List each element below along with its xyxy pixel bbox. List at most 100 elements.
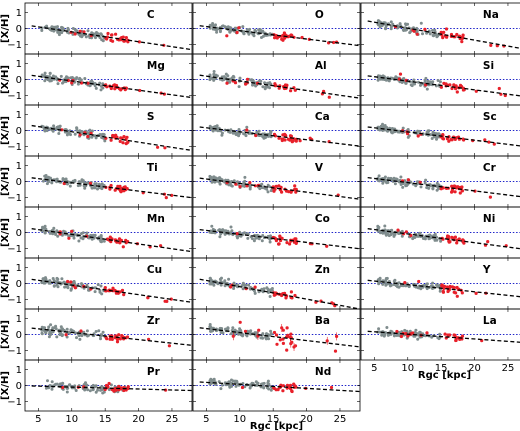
cluster-point [238, 185, 242, 189]
field-star-point [60, 25, 63, 29]
element-label: Zr [147, 315, 161, 327]
cluster-point [289, 332, 293, 336]
field-star-point [93, 34, 97, 38]
field-star-point [212, 70, 216, 73]
y-tick-label: 0 [16, 381, 22, 392]
field-star-point [65, 327, 69, 331]
field-star-point [229, 231, 233, 235]
field-star-point [55, 283, 59, 287]
panel-c: −1 0 1 [X/H] C [0, 2, 193, 55]
gradient-fit-line [199, 25, 360, 47]
field-star-point [232, 75, 236, 79]
cluster-point [272, 293, 276, 297]
field-star-point [212, 125, 216, 129]
field-star-point [58, 383, 62, 387]
panel-nd: 5 10 15 20 25 Nd [192, 359, 361, 425]
field-star-point [46, 379, 49, 383]
y-tick-label: −1 [7, 193, 22, 204]
cluster-point [62, 181, 66, 186]
field-star-point [73, 178, 77, 182]
gradient-fit-line [367, 75, 520, 97]
cluster-point [442, 286, 446, 290]
field-star-point [43, 231, 47, 235]
cluster-point [125, 335, 130, 339]
x-axis-title: Rgc [kpc] [418, 370, 471, 381]
gradient-fit-line [199, 327, 360, 348]
field-star-point [55, 177, 59, 181]
cluster-point [289, 89, 293, 93]
cluster-point [233, 81, 238, 85]
field-star-point [390, 130, 393, 134]
plot-area-cu [25, 276, 192, 303]
field-star-point [226, 74, 230, 78]
field-star-point [243, 175, 247, 179]
cluster-point [285, 348, 289, 352]
field-star-point [85, 383, 89, 387]
cluster-point [257, 328, 261, 332]
x-tick-label: 20 [468, 363, 481, 374]
element-label: Cr [483, 162, 497, 174]
field-star-point [56, 234, 60, 238]
field-star-point [47, 325, 51, 329]
field-star-point [101, 86, 105, 90]
field-star-point [419, 185, 423, 189]
cluster-point [447, 139, 451, 143]
y-tick-label: 1 [16, 110, 22, 121]
field-star-point [50, 387, 54, 391]
panel-cr: Cr [360, 155, 520, 208]
cluster-point [64, 333, 68, 337]
field-star-point [256, 381, 260, 385]
field-star-point [234, 384, 238, 388]
cluster-point [403, 281, 407, 285]
y-axis-title: [X/H] [0, 167, 11, 196]
cluster-point [281, 328, 285, 332]
field-star-point [94, 182, 98, 186]
field-star-point [410, 84, 414, 88]
field-star-point [70, 287, 73, 291]
cluster-point [450, 86, 454, 91]
field-star-point [59, 74, 63, 78]
y-tick-label: 1 [16, 314, 22, 325]
cluster-point [225, 34, 229, 38]
field-star-point [414, 285, 418, 289]
field-star-point [212, 78, 216, 82]
cluster-point [163, 299, 167, 303]
field-star-point [61, 382, 65, 385]
gradient-fit-line [31, 327, 192, 346]
field-star-point [83, 77, 87, 80]
cluster-point [325, 244, 329, 248]
cluster-point [273, 36, 277, 40]
field-star-point [251, 382, 255, 385]
field-star-point [261, 382, 264, 386]
cluster-point [280, 293, 284, 298]
cluster-point [126, 38, 130, 43]
field-star-point [384, 233, 388, 237]
field-star-point [97, 329, 101, 333]
field-star-point [268, 240, 272, 244]
cluster-point [457, 237, 461, 241]
cluster-point [458, 191, 462, 195]
field-star-point [229, 384, 233, 388]
field-star-point [57, 33, 61, 37]
cluster-point [114, 32, 118, 36]
field-star-point [57, 30, 61, 34]
field-star-point [220, 24, 224, 28]
gradient-fit-line [367, 126, 520, 147]
cluster-point [452, 184, 456, 188]
cluster-point [126, 385, 130, 389]
x-tick-label: 10 [65, 414, 78, 425]
element-label: Sc [483, 111, 497, 123]
field-star-point [418, 231, 422, 235]
cluster-point [278, 234, 282, 238]
field-star-point [232, 281, 236, 285]
cluster-point [281, 341, 285, 345]
field-star-point [50, 380, 54, 384]
field-star-point [78, 77, 81, 81]
field-star-point [395, 177, 399, 181]
cluster-point [404, 230, 408, 234]
cluster-point [329, 385, 334, 390]
field-star-point [85, 329, 89, 333]
field-star-point [229, 225, 233, 229]
field-star-point [88, 389, 92, 393]
